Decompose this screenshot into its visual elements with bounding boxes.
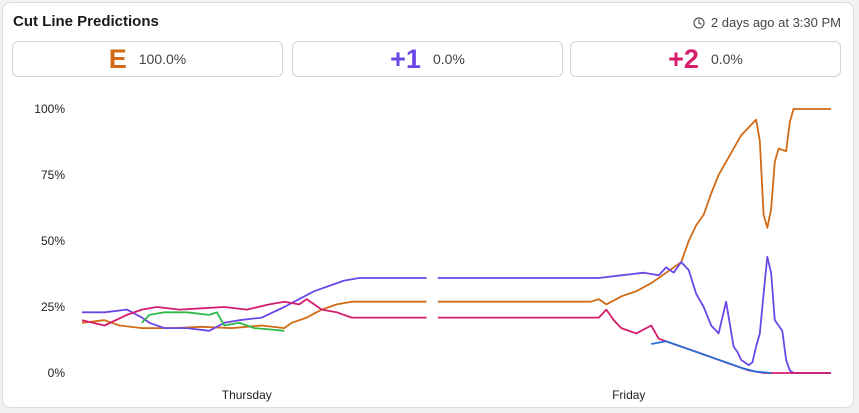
series-line-0 <box>437 108 831 306</box>
series-line-1 <box>82 277 427 332</box>
series-line-0 <box>81 300 427 329</box>
y-tick-label: 50% <box>41 234 65 248</box>
x-tick-label: Friday <box>612 388 645 402</box>
y-tick-label: 100% <box>34 102 65 116</box>
series-line-2 <box>437 308 831 374</box>
prediction-label: E <box>108 43 127 74</box>
x-tick-label: Thursday <box>222 388 272 402</box>
prediction-box-plus-2[interactable]: +2 0.0% <box>570 41 841 77</box>
y-tick-label: 25% <box>41 300 65 314</box>
prediction-box-e[interactable]: E 100.0% <box>12 41 283 77</box>
card-title: Cut Line Predictions <box>13 13 159 30</box>
prediction-label: +2 <box>668 43 699 74</box>
line-chart: 0% 25% 50% 75% 100% Thursday Friday <box>34 102 831 402</box>
y-tick-label: 0% <box>48 366 66 380</box>
clock-icon <box>693 16 705 29</box>
cut-line-card: Cut Line Predictions 2 days ago at 3:30 … <box>2 2 854 408</box>
prediction-box-plus-1[interactable]: +1 0.0% <box>292 41 563 77</box>
series-line-3 <box>651 340 772 374</box>
series-line-2 <box>81 298 427 327</box>
y-tick-label: 75% <box>41 168 65 182</box>
prediction-label: +1 <box>390 43 421 74</box>
series-line-4 <box>141 311 285 332</box>
series-line-1 <box>437 255 831 374</box>
timestamp: 2 days ago at 3:30 PM <box>693 15 841 30</box>
prediction-value: 0.0% <box>432 51 465 67</box>
timestamp-text: 2 days ago at 3:30 PM <box>710 15 841 30</box>
prediction-value: 100.0% <box>138 51 187 67</box>
prediction-value: 0.0% <box>710 51 743 67</box>
